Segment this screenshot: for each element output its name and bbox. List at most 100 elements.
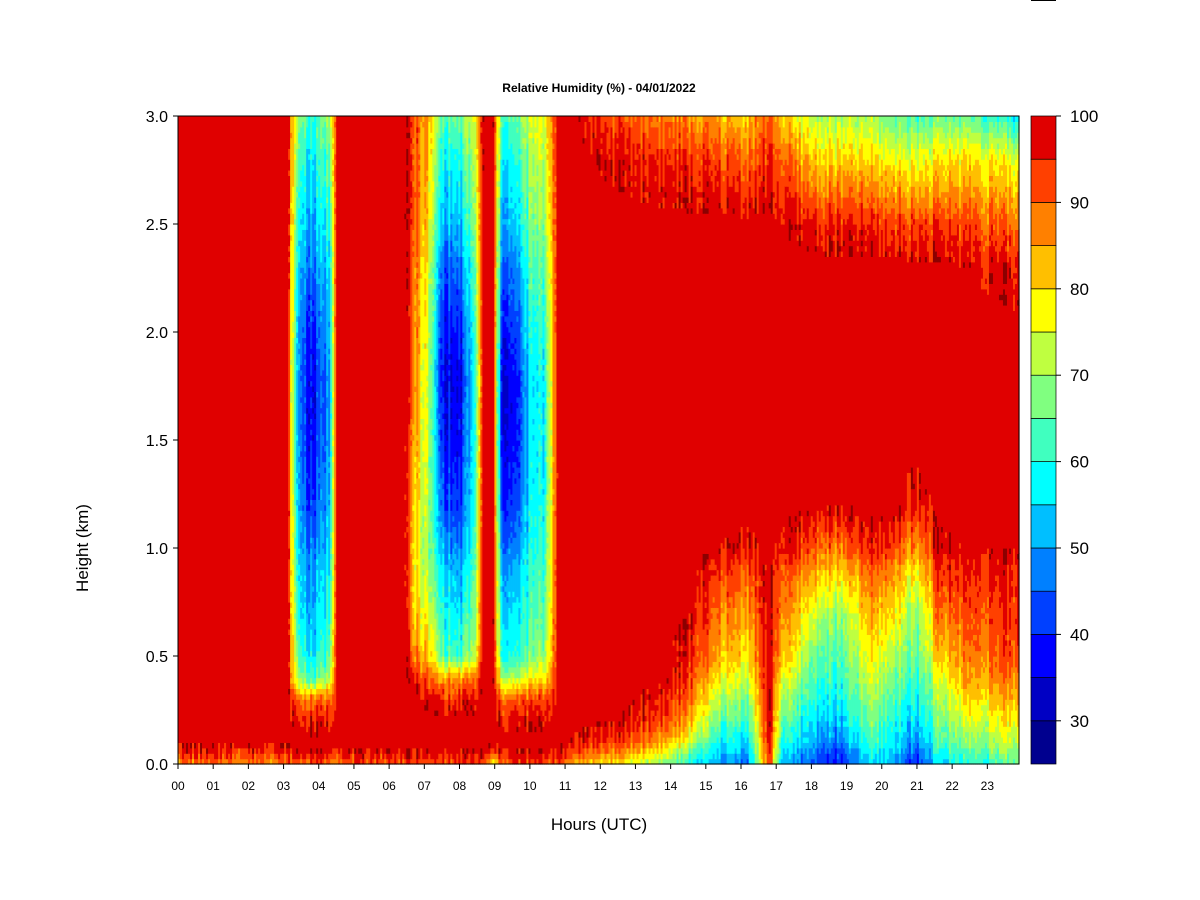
heatmap-cell [310, 267, 313, 295]
heatmap-cell [248, 742, 251, 749]
heatmap-cell [332, 666, 335, 684]
heatmap-cell [298, 477, 301, 484]
heatmap-cell [316, 434, 319, 441]
heatmap-cell [324, 683, 327, 689]
heatmap-cell [316, 391, 319, 398]
heatmap-cell [298, 348, 301, 355]
heatmap-cell [336, 116, 339, 749]
heatmap-cell [320, 677, 323, 684]
heatmap-cell [344, 116, 347, 760]
heatmap-cell [316, 456, 319, 538]
heatmap-cell [312, 710, 315, 722]
heatmap-cell [386, 753, 389, 760]
heatmap-cell [310, 737, 313, 749]
heatmap-cell [288, 213, 291, 225]
heatmap-cell [312, 407, 315, 414]
heatmap-cell [304, 575, 307, 581]
heatmap-cell [312, 585, 315, 592]
heatmap-cell [312, 164, 315, 171]
heatmap-cell [212, 742, 215, 749]
heatmap-cell [324, 510, 327, 554]
heatmap-cell [406, 472, 409, 479]
heatmap-cell [358, 747, 361, 754]
heatmap-cell [310, 423, 313, 430]
heatmap-cell [300, 402, 303, 425]
heatmap-cell [376, 747, 379, 754]
heatmap-cell [308, 116, 311, 149]
heatmap-cell [308, 688, 311, 695]
heatmap-cell [310, 375, 313, 382]
heatmap-cell [192, 753, 195, 760]
heatmap-cell [404, 445, 407, 452]
heatmap-cell [310, 515, 313, 538]
heatmap-cell [322, 445, 325, 463]
heatmap-cell [328, 683, 331, 689]
heatmap-cell [300, 278, 303, 295]
heatmap-cell [290, 683, 293, 689]
heatmap-cell [198, 753, 201, 765]
heatmap-cell [332, 445, 335, 457]
heatmap-cell [334, 229, 337, 279]
heatmap-cell [306, 310, 309, 409]
heatmap-cell [178, 753, 181, 760]
heatmap-cell [296, 656, 299, 679]
heatmap-cell [296, 558, 299, 565]
heatmap-cell [316, 720, 319, 738]
heatmap-cell [272, 116, 275, 743]
heatmap-cell [304, 650, 307, 657]
heatmap-cell [288, 634, 291, 662]
heatmap-cell [288, 278, 291, 290]
heatmap-cell [334, 213, 337, 225]
heatmap-cell [312, 299, 315, 306]
heatmap-cell [332, 461, 335, 479]
heatmap-cell [320, 715, 323, 722]
heatmap-cell [306, 688, 309, 695]
heatmap-cell [254, 753, 257, 765]
heatmap-cell [192, 758, 195, 765]
heatmap-cell [320, 569, 323, 576]
heatmap-cell [332, 148, 335, 160]
heatmap-cell [324, 461, 327, 468]
heatmap-cell [318, 315, 321, 328]
heatmap-cell [242, 758, 245, 765]
heatmap-cell [208, 116, 211, 754]
heatmap-cell [318, 267, 321, 279]
heatmap-cell [194, 742, 197, 749]
heatmap-cell [220, 758, 223, 765]
heatmap-cell [406, 526, 409, 533]
heatmap-cell [324, 553, 327, 619]
heatmap-cell [312, 353, 315, 360]
heatmap-cell [308, 450, 311, 479]
heatmap-cell [322, 369, 325, 398]
heatmap-cell [288, 666, 291, 689]
heatmap-cell [304, 423, 307, 436]
heatmap-cell [306, 477, 309, 500]
heatmap-cell [378, 116, 381, 760]
heatmap-cell [320, 315, 323, 322]
heatmap-cell [232, 753, 235, 765]
heatmap-cell [316, 699, 319, 706]
heatmap-cell [306, 126, 309, 149]
heatmap-cell [300, 683, 303, 695]
heatmap-cell [334, 612, 337, 619]
heatmap-cell [204, 747, 207, 765]
heatmap-cell [388, 116, 391, 749]
heatmap-cell [304, 353, 307, 360]
heatmap-cell [404, 585, 407, 760]
heatmap-cell [406, 747, 409, 760]
heatmap-cell [334, 656, 337, 668]
heatmap-cell [334, 164, 337, 182]
heatmap-cell [300, 693, 303, 706]
heatmap-cell [316, 666, 319, 679]
heatmap-cell [386, 747, 389, 754]
heatmap-cell [300, 294, 303, 301]
heatmap-cell [250, 758, 253, 765]
heatmap-cell [310, 396, 313, 409]
heatmap-cell [326, 186, 329, 198]
heatmap-cell [296, 575, 299, 581]
heatmap-cell [300, 726, 303, 754]
heatmap-cell [342, 758, 345, 765]
heatmap-cell [330, 758, 333, 765]
heatmap-cell [404, 580, 407, 587]
heatmap-cell [188, 116, 191, 754]
